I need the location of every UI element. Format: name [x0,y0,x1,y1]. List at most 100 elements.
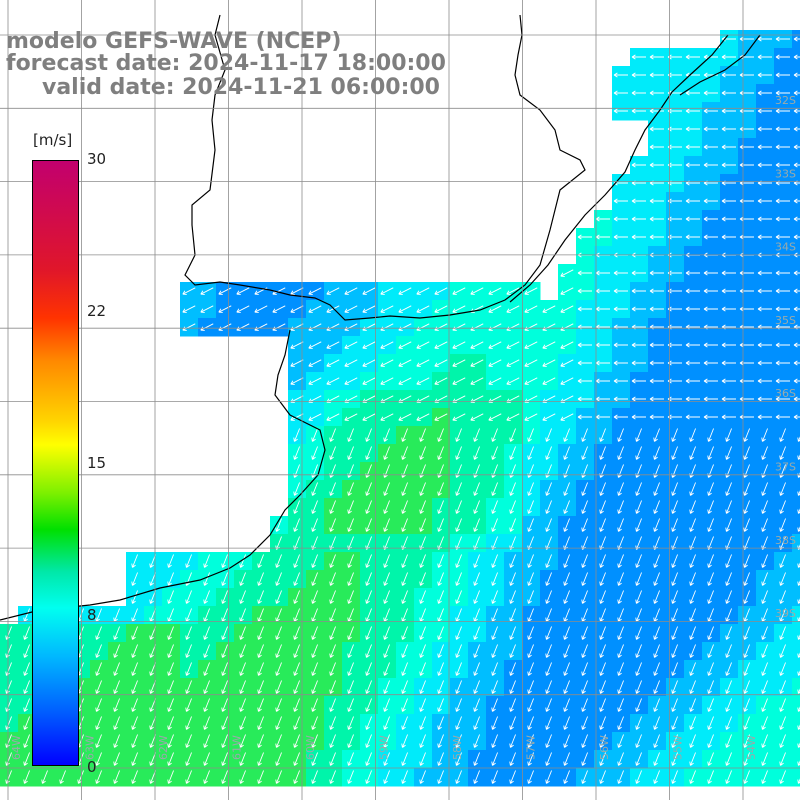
wind-arrow [383,644,390,658]
wind-arrow [437,662,444,676]
wind-arrow [326,341,340,349]
wind-arrow [95,752,102,766]
wind-arrow [613,216,628,222]
wind-arrow [344,359,358,367]
wind-arrow [797,490,800,496]
wind-speed-cell [792,768,800,787]
wind-arrow [419,590,426,604]
wind-arrow [671,734,678,748]
wind-arrow [743,662,750,676]
wind-arrow [527,698,534,712]
wind-arrow [95,644,102,658]
wind-arrow [527,734,534,748]
wind-arrow [560,377,574,385]
wind-arrow [419,680,426,694]
wind-arrow [707,428,714,442]
wind-arrow [671,482,678,496]
wind-arrow [329,446,336,460]
wind-arrow [689,572,696,586]
wind-arrow [77,770,84,784]
wind-arrow [793,198,800,204]
wind-arrow [308,341,322,349]
wind-arrow [167,752,174,766]
wind-arrow [290,413,304,421]
wind-arrow [311,464,318,478]
wind-arrow [599,518,606,532]
wind-arrow [506,359,520,367]
wind-arrow [380,287,394,295]
wind-arrow [671,698,678,712]
wind-arrow [563,554,570,568]
wind-arrow [542,359,556,367]
wind-arrow [41,770,48,784]
wind-arrow [725,518,732,532]
wind-arrow [131,734,138,748]
wind-arrow [185,698,192,712]
wind-arrow [599,662,606,676]
wind-arrow [23,662,30,676]
wind-arrow [653,716,660,730]
wind-arrow [671,662,678,676]
wind-arrow [347,554,354,568]
wind-arrow [437,716,444,730]
wind-arrow [563,572,570,586]
longitude-label: 54W [745,735,758,760]
wind-arrow [775,270,790,276]
wind-arrow [527,464,534,478]
wind-arrow [275,662,282,676]
wind-arrow [293,518,300,532]
wind-arrow [703,108,718,114]
longitude-label: 60W [304,735,317,760]
wind-arrow [595,396,610,402]
wind-arrow [293,644,300,658]
wind-arrow [743,590,750,604]
wind-arrow [703,162,718,168]
wind-arrow [725,734,732,748]
wind-arrow [617,716,624,730]
wind-arrow [631,378,646,384]
wind-arrow [311,482,318,496]
wind-arrow [725,626,732,640]
wind-arrow [599,752,606,766]
wind-arrow [689,428,696,442]
wind-arrow [221,698,228,712]
wind-arrow [545,752,552,766]
wind-arrow [203,698,210,712]
wind-arrow [131,698,138,712]
wind-arrow [743,482,750,496]
wind-arrow [113,662,120,676]
wind-arrow [527,716,534,730]
wind-arrow [527,428,534,442]
wind-arrow [329,662,336,676]
wind-arrow [631,414,646,420]
wind-arrow [761,554,768,568]
wind-arrow [365,518,372,532]
wind-arrow [347,500,354,514]
wind-arrow [23,698,30,712]
wind-arrow [793,306,800,312]
wind-arrow [563,734,570,748]
wind-arrow [347,518,354,532]
wind-arrow [365,446,372,460]
wind-arrow [689,464,696,478]
wind-arrow [599,572,606,586]
wind-arrow [617,572,624,586]
wind-arrow [257,626,264,640]
wind-arrow [581,644,588,658]
wind-arrow [506,377,520,385]
wind-arrow [757,162,772,168]
wind-arrow [131,590,138,604]
wind-arrow [329,680,336,694]
wind-arrow [131,554,138,568]
wind-arrow [797,724,800,730]
wind-arrow [311,590,318,604]
wind-arrow [779,428,786,442]
wind-arrow [775,342,790,348]
wind-arrow [779,716,786,730]
wind-arrow [473,644,480,658]
wind-arrow [257,770,264,784]
wind-arrow [419,500,426,514]
wind-arrow [743,716,750,730]
wind-arrow [185,644,192,658]
